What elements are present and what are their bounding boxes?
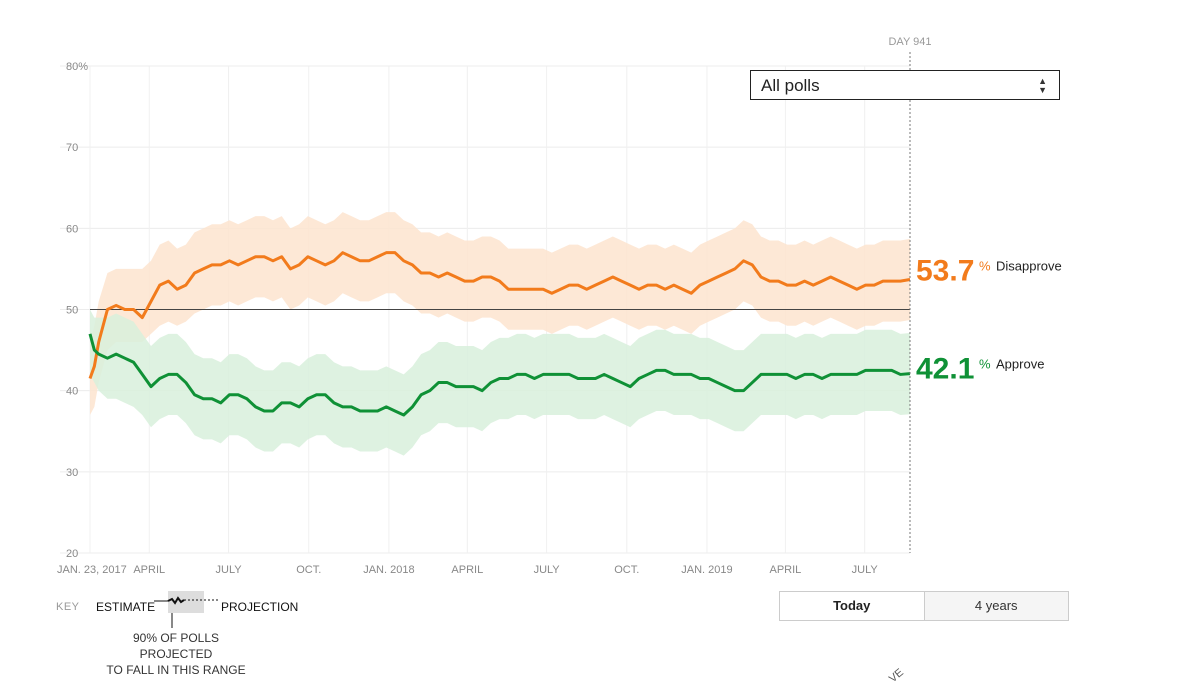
- series-lines: [88, 251, 911, 417]
- x-tick-label: JAN. 23, 2017: [57, 564, 127, 576]
- disapprove-band: [90, 212, 910, 416]
- key-band-swatch: [168, 591, 204, 613]
- key-label: KEY: [56, 601, 80, 613]
- x-tick-label: JULY: [534, 564, 561, 576]
- x-tick-label: JAN. 2018: [363, 564, 414, 576]
- select-arrows-icon: ▲ ▼: [1038, 76, 1047, 95]
- range-today-button[interactable]: Today: [780, 592, 925, 620]
- y-axis: 20 30 40 50 60 70 80%: [66, 61, 88, 560]
- approve-label: Approve: [996, 357, 1044, 372]
- key-legend-icon: [154, 591, 220, 628]
- x-tick-label: APRIL: [769, 564, 801, 576]
- poll-type-select[interactable]: All polls ▲ ▼: [750, 70, 1060, 100]
- x-tick-label: JULY: [216, 564, 243, 576]
- current-day-label: DAY 941: [888, 36, 931, 48]
- disapprove-label: Disapprove: [996, 258, 1062, 273]
- disapprove-value: 53.7: [916, 254, 974, 287]
- poll-type-select-value: All polls: [761, 76, 820, 95]
- x-tick-label: JAN. 2019: [681, 564, 732, 576]
- y-tick-label: 80%: [66, 61, 88, 73]
- x-tick-label: JULY: [852, 564, 879, 576]
- y-tick-label: 70: [66, 142, 78, 154]
- time-range-toggle: Today 4 years: [779, 591, 1069, 621]
- approve-line: [88, 333, 911, 417]
- x-tick-label: OCT.: [296, 564, 321, 576]
- key-range-note: 90% OF POLLS PROJECTED TO FALL IN THIS R…: [96, 630, 256, 678]
- disapprove-percent-symbol: %: [979, 258, 991, 273]
- key-estimate-label: ESTIMATE: [96, 600, 156, 614]
- key-range-note-line2: TO FALL IN THIS RANGE: [106, 663, 246, 677]
- approve-percent-symbol: %: [979, 357, 991, 372]
- approve-value: 42.1: [916, 353, 974, 386]
- range-4years-button[interactable]: 4 years: [924, 592, 1068, 620]
- key-range-note-line1: 90% OF POLLS PROJECTED: [132, 631, 220, 661]
- x-tick-label: APRIL: [451, 564, 483, 576]
- key-estimate-squiggle: [167, 596, 185, 605]
- disapprove-line: [88, 251, 911, 379]
- approve-band: [90, 309, 910, 456]
- x-tick-label: APRIL: [133, 564, 165, 576]
- y-tick-label: 50: [66, 305, 78, 317]
- y-tick-label: 20: [66, 548, 78, 560]
- x-axis: JAN. 23, 2017 APRIL JULY OCT. JAN. 2018 APRIL…: [57, 564, 878, 576]
- uncertainty-bands: [90, 212, 910, 456]
- x-tick-label: OCT.: [614, 564, 639, 576]
- key-projection-label: PROJECTION: [221, 600, 299, 614]
- y-tick-label: 40: [66, 386, 78, 398]
- y-tick-label: 60: [66, 223, 78, 235]
- y-tick-label: 30: [66, 467, 78, 479]
